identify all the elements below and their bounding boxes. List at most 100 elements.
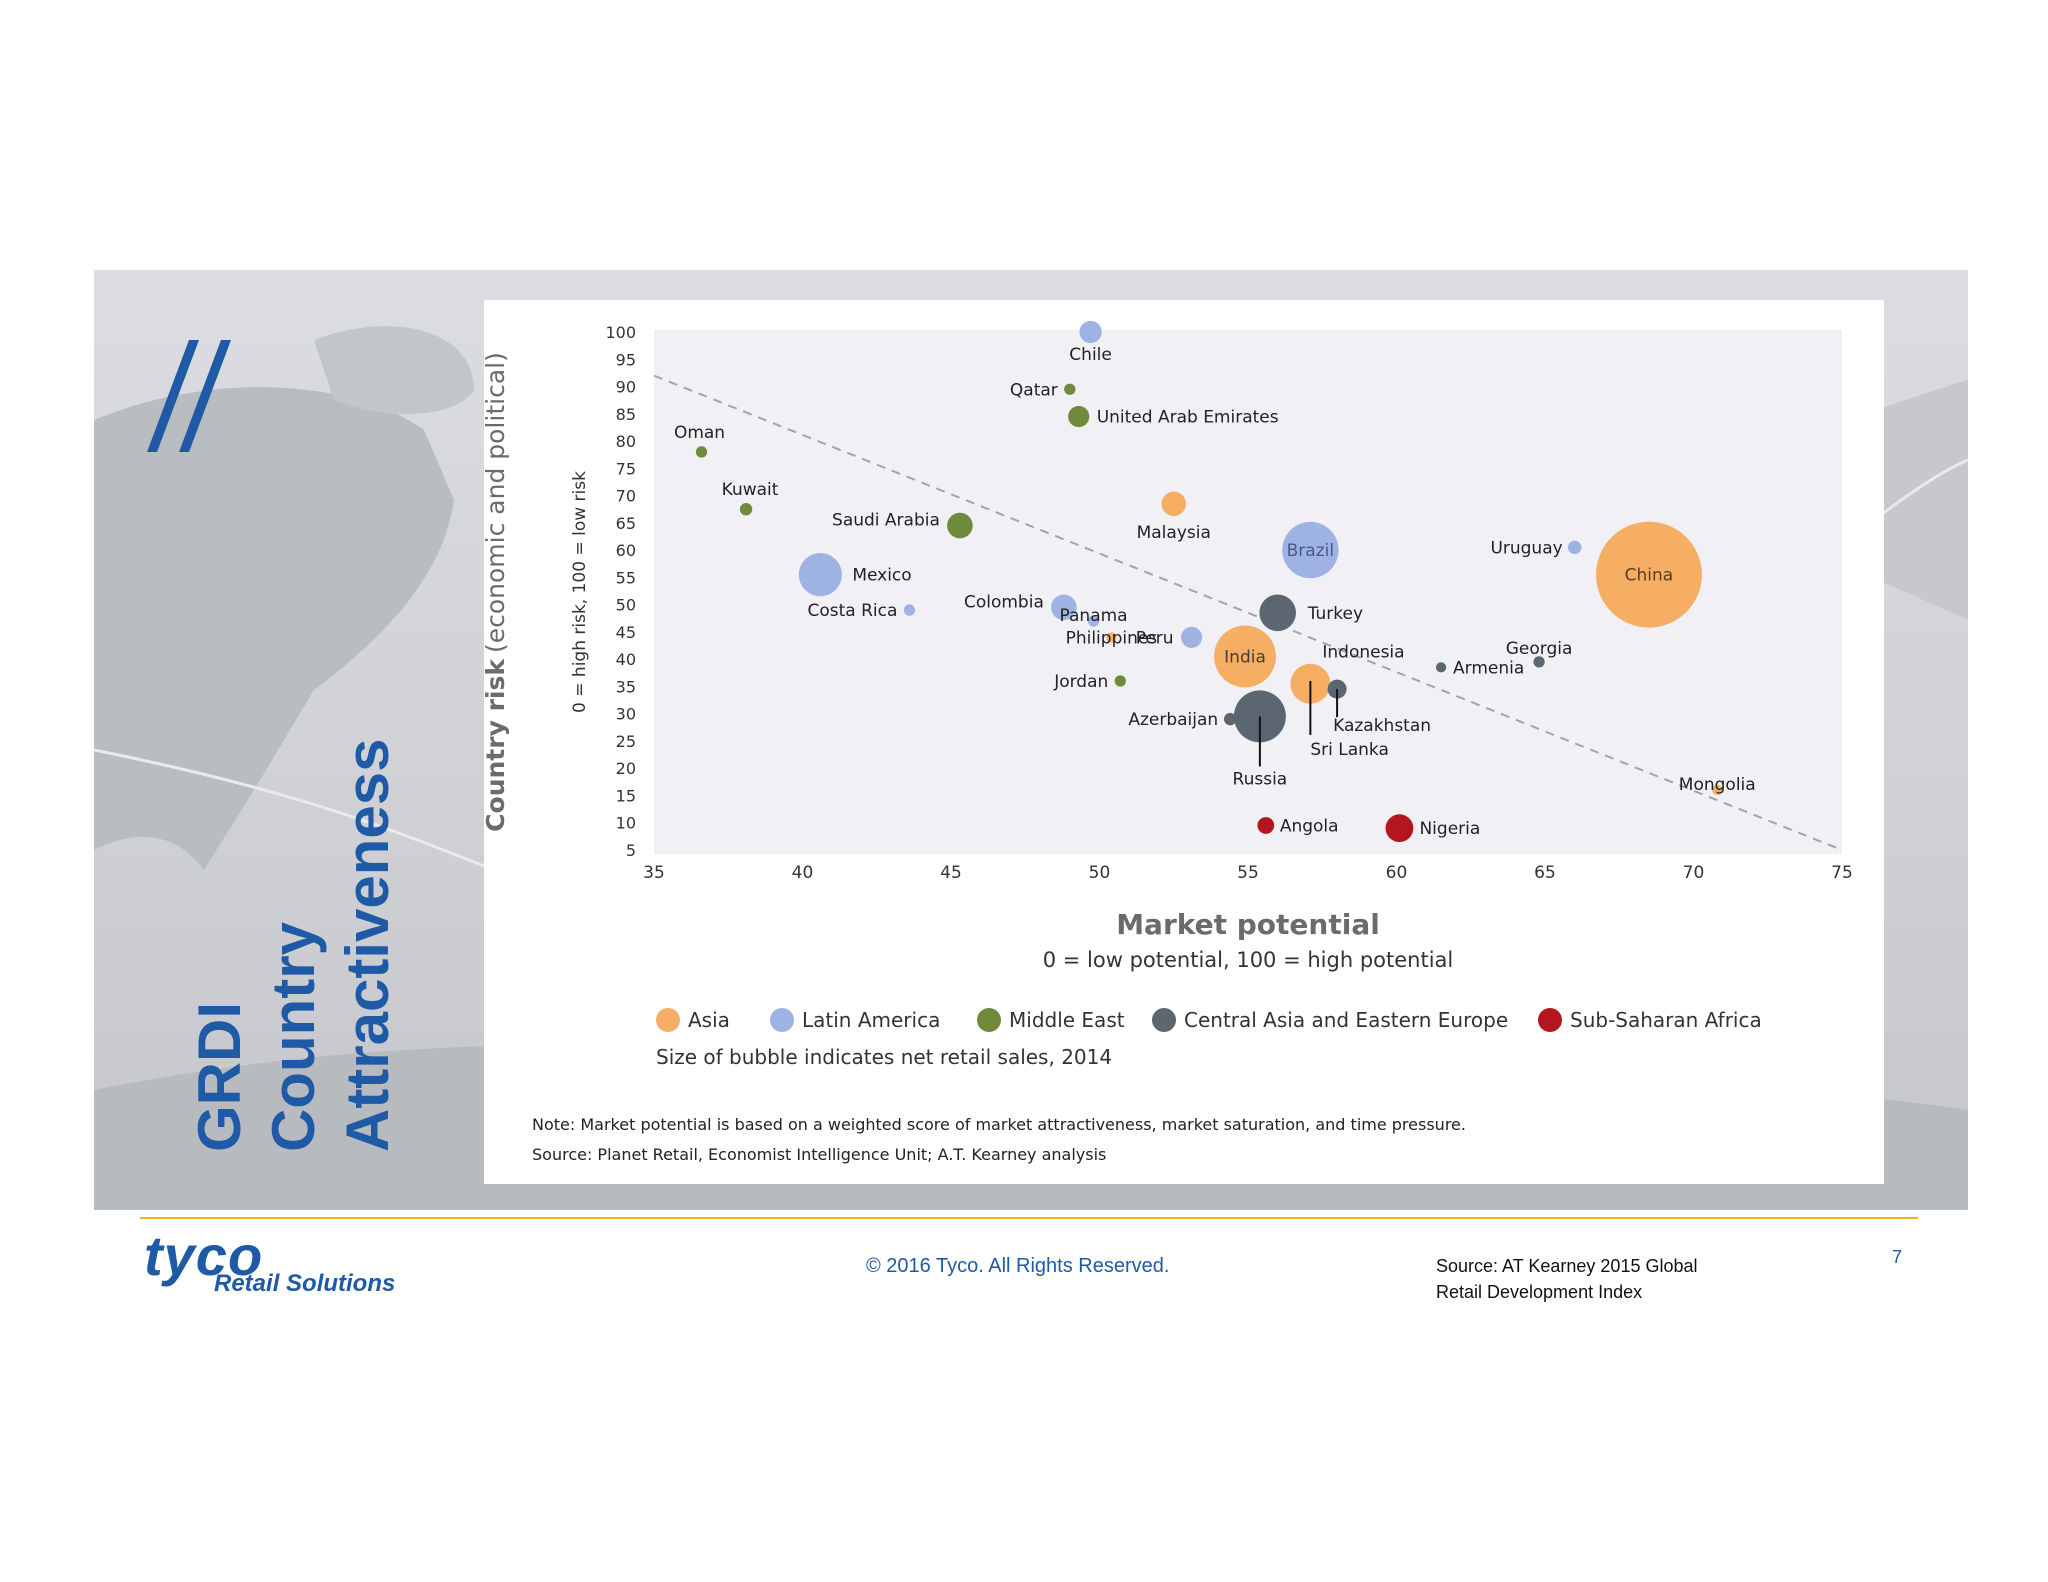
bubble-panama <box>1087 615 1100 627</box>
tyco-logo-subtitle: Retail Solutions <box>214 1270 396 1297</box>
label-layer: Chile Qatar United Arab Emirates Oman Kuwait… <box>674 345 1756 839</box>
y-tick-label: 45 <box>616 623 636 642</box>
label-philippines: Philippines <box>1066 628 1158 648</box>
bubble-georgia <box>1533 656 1545 668</box>
footer-divider <box>140 1217 1918 1219</box>
bubble-uruguay <box>1567 540 1582 555</box>
trend-line-layer <box>653 374 1843 851</box>
bubble-united-arab-emirates <box>1068 405 1090 428</box>
x-tick-label: 40 <box>792 863 814 883</box>
legend-label-ssa: Sub-Saharan Africa <box>1570 1008 1762 1032</box>
label-brazil: Brazil <box>1287 541 1334 561</box>
label-nigeria: Nigeria <box>1419 819 1480 839</box>
bubble-colombia <box>1051 594 1077 621</box>
x-axis: 35 40 45 50 55 60 65 70 75 <box>643 863 1853 883</box>
label-peru: Peru <box>1136 628 1174 648</box>
y-tick-label: 75 <box>616 459 636 478</box>
label-jordan: Jordan <box>1053 672 1108 692</box>
x-tick-label: 35 <box>643 863 665 883</box>
label-azerbaijan: Azerbaijan <box>1128 710 1218 730</box>
copyright-notice: © 2016 Tyco. All Rights Reserved. <box>866 1255 1170 1277</box>
y-tick-label: 95 <box>616 350 636 369</box>
legend-swatch-ssa <box>1538 1008 1562 1032</box>
bubble-malaysia <box>1161 491 1186 517</box>
bubble-brazil <box>1282 521 1339 579</box>
label-sri-lanka: Sri Lanka <box>1310 740 1389 760</box>
y-tick-label: 80 <box>616 432 636 451</box>
legend-swatch-asia <box>656 1008 680 1032</box>
bubble-costa-rica <box>903 604 916 616</box>
y-tick-label: 25 <box>616 732 636 751</box>
bubble-mexico <box>798 553 842 597</box>
bubble-kazakhstan <box>1327 679 1347 699</box>
x-axis-title: Market potential <box>1116 908 1380 941</box>
bubble-kuwait <box>739 503 753 516</box>
y-axis-label-suffix: (economic and political) <box>484 352 510 653</box>
bubble-oman <box>695 446 708 458</box>
bubble-mongolia <box>1712 784 1723 796</box>
bubble-saudi-arabia <box>947 512 973 539</box>
label-china: China <box>1625 566 1674 586</box>
bubble-nigeria <box>1385 814 1414 843</box>
bubble-armenia <box>1435 662 1447 673</box>
bubble-layer <box>695 320 1723 843</box>
legend-label-me: Middle East <box>1009 1008 1125 1032</box>
x-tick-label: 65 <box>1534 863 1556 883</box>
y-tick-label: 5 <box>626 841 636 860</box>
label-united-arab-emirates: United Arab Emirates <box>1097 408 1279 428</box>
trend-line <box>653 374 1843 851</box>
y-tick-label: 55 <box>616 568 636 587</box>
label-turkey: Turkey <box>1307 604 1363 624</box>
page-number: 7 <box>1892 1247 1903 1267</box>
label-indonesia: Indonesia <box>1322 643 1404 663</box>
legend-label-latam: Latin America <box>802 1008 940 1032</box>
y-axis-label: Country risk <box>484 658 510 832</box>
double-slash-icon <box>147 340 231 452</box>
legend-label-caee: Central Asia and Eastern Europe <box>1184 1008 1508 1032</box>
label-malaysia: Malaysia <box>1137 523 1211 543</box>
x-tick-label: 70 <box>1683 863 1705 883</box>
y-tick-label: 15 <box>616 786 636 805</box>
bubble-chart: Chile Qatar United Arab Emirates Oman Kuwait… <box>484 320 1853 1164</box>
bubble-sri-lanka <box>1304 675 1317 687</box>
y-axis-subtitle: 0 = high risk, 100 = low risk <box>570 471 590 713</box>
tyco-logo: tyco <box>144 1224 264 1287</box>
label-qatar: Qatar <box>1010 380 1058 400</box>
label-kazakhstan: Kazakhstan <box>1333 716 1431 736</box>
source-note-line-1: Source: AT Kearney 2015 Global <box>1436 1256 1698 1276</box>
label-chile: Chile <box>1069 345 1112 365</box>
source-note-line-2: Retail Development Index <box>1436 1282 1643 1302</box>
x-tick-label: 60 <box>1386 863 1408 883</box>
label-saudi-arabia: Saudi Arabia <box>832 511 940 531</box>
title-line-grdi: GRDI <box>186 1002 253 1152</box>
legend: Asia Latin America Middle East Central Asia… <box>656 1008 1762 1032</box>
legend-label-asia: Asia <box>688 1008 730 1032</box>
bubble-qatar <box>1064 383 1076 395</box>
chart-note: Note: Market potential is based on a wei… <box>532 1115 1466 1134</box>
bubble-jordan <box>1114 675 1126 687</box>
chart-source: Source: Planet Retail, Economist Intelli… <box>532 1145 1106 1164</box>
label-mexico: Mexico <box>852 566 911 586</box>
y-tick-label: 85 <box>616 405 636 424</box>
bubble-azerbaijan <box>1223 712 1237 726</box>
label-india: India <box>1224 647 1266 667</box>
x-tick-label: 55 <box>1237 863 1259 883</box>
bubble-peru <box>1180 626 1203 648</box>
y-tick-label: 35 <box>616 677 636 696</box>
label-costa-rica: Costa Rica <box>807 601 897 621</box>
legend-swatch-latam <box>770 1008 794 1032</box>
y-tick-label: 90 <box>616 378 636 397</box>
x-tick-label: 75 <box>1831 863 1853 883</box>
legend-swatch-me <box>977 1008 1001 1032</box>
legend-swatch-caee <box>1152 1008 1176 1032</box>
label-oman: Oman <box>674 423 725 443</box>
y-axis-title: Country risk (economic and political) <box>484 352 510 832</box>
label-colombia: Colombia <box>964 592 1044 612</box>
y-tick-label: 50 <box>616 596 636 615</box>
label-uruguay: Uruguay <box>1490 538 1562 558</box>
label-armenia: Armenia <box>1453 658 1524 678</box>
bubble-chile <box>1079 320 1102 344</box>
label-mongolia: Mongolia <box>1679 775 1756 795</box>
y-tick-label: 60 <box>616 541 636 560</box>
